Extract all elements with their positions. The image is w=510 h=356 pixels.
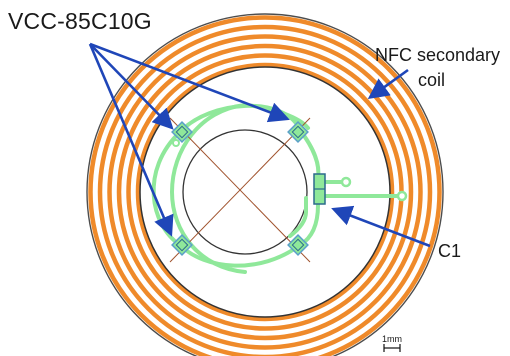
chip-pad-top-right (287, 121, 309, 143)
nfc-secondary-coil (88, 15, 442, 356)
coil-turn (107, 34, 423, 350)
chip-pad-bottom-left (171, 234, 193, 256)
arrow-c1 (331, 205, 431, 248)
via-top-right (340, 176, 352, 188)
coil-label-line2: coil (418, 70, 446, 90)
chip-label: VCC-85C10G (8, 8, 152, 34)
arrow-chip-bottom-left (88, 43, 174, 237)
coil-label-line1: NFC secondary (375, 45, 501, 65)
arrow-coil (367, 68, 409, 100)
arrow-chip-top-left (89, 43, 174, 130)
coil-turn (116, 43, 414, 341)
board-outline (86, 13, 444, 356)
capacitor-label: C1 (438, 241, 462, 261)
capacitor-c1 (313, 173, 326, 205)
coil-turn (135, 62, 395, 322)
coil-turn (126, 53, 404, 331)
center-hole (182, 129, 308, 255)
via-left (172, 139, 180, 147)
via-right (396, 190, 408, 202)
arrow-chip-top-right (89, 42, 290, 123)
scale-label: 1mm (382, 334, 402, 344)
inner-ring-outer (139, 66, 391, 318)
chip-pad-top-left (171, 121, 193, 143)
scale-bar (383, 344, 401, 352)
chip-pad-bottom-right (287, 234, 309, 256)
annotation-arrows (88, 42, 431, 248)
coil-turn (97, 24, 433, 356)
cross-line-2 (169, 117, 311, 263)
coil-turn (88, 15, 442, 356)
